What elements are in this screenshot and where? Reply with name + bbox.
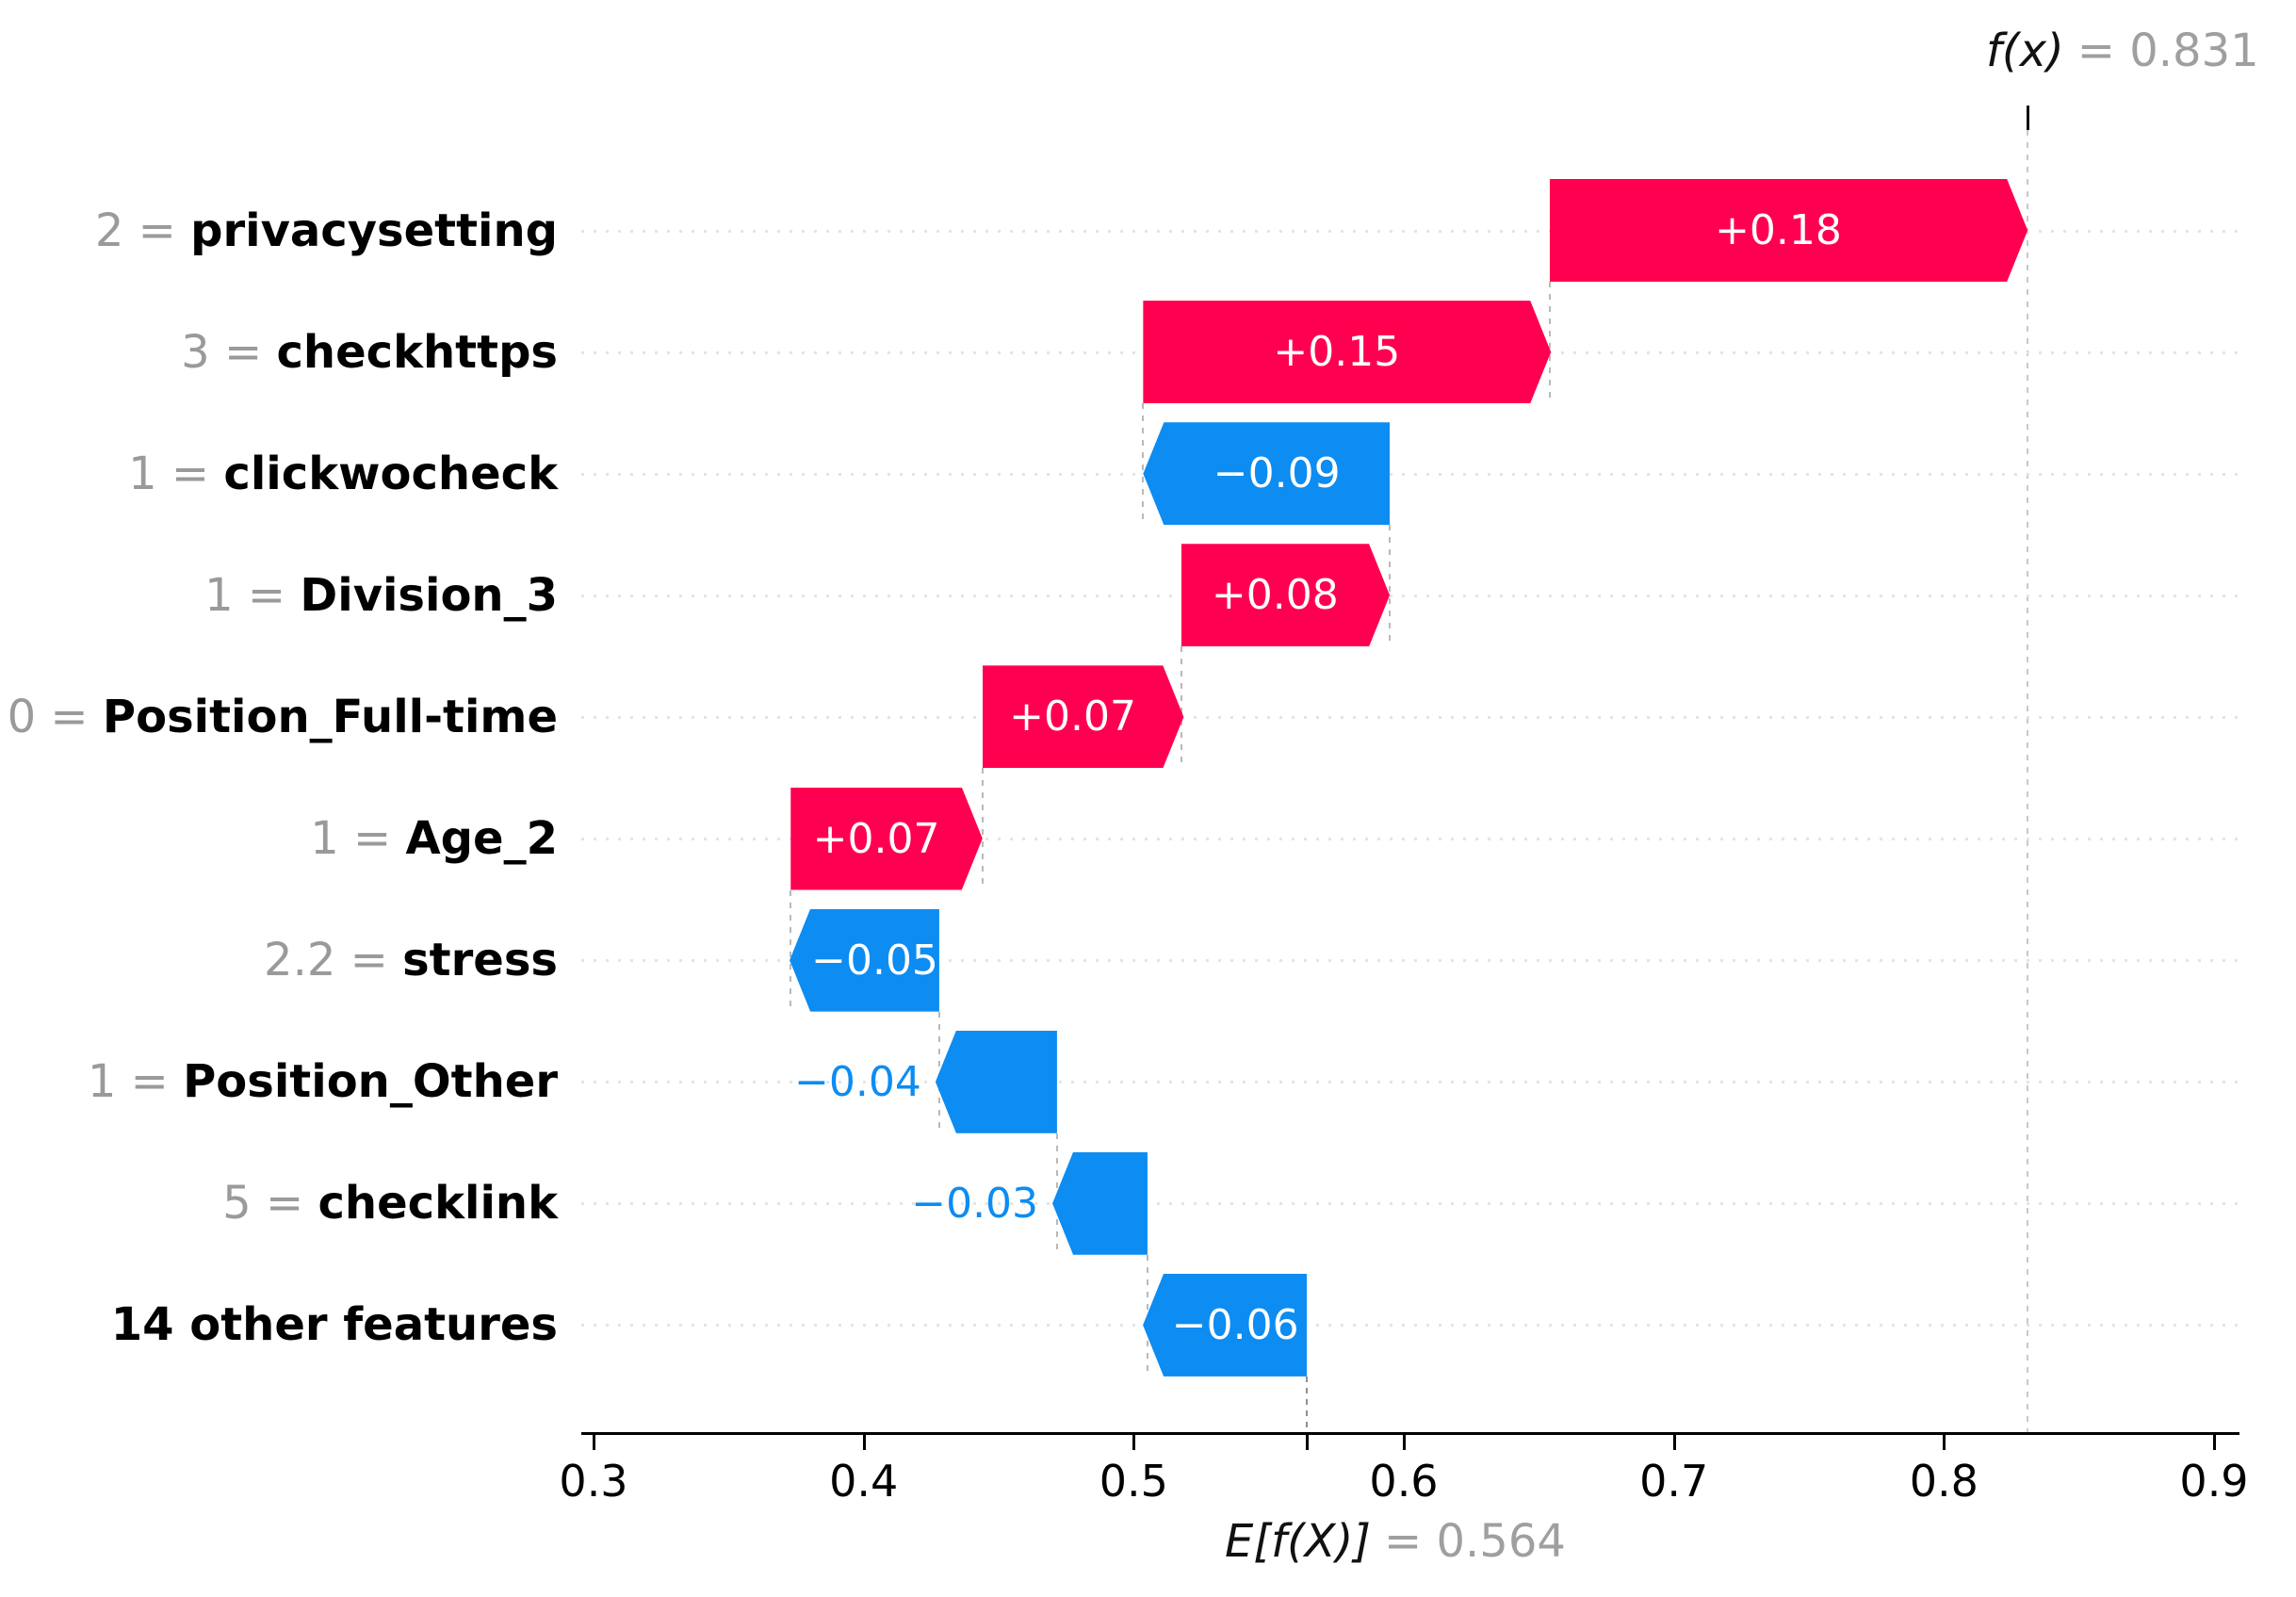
x-axis-tick-label: 0.5 bbox=[1099, 1456, 1168, 1507]
feature-value: 1 = bbox=[128, 447, 224, 500]
expected-value-number: = 0.564 bbox=[1384, 1515, 1566, 1568]
feature-name: Division_3 bbox=[300, 568, 558, 622]
feature-value: 0 = bbox=[7, 690, 103, 743]
x-axis-tick bbox=[1943, 1432, 1946, 1450]
feature-value: 2 = bbox=[94, 204, 191, 257]
feature-value: 1 = bbox=[204, 568, 301, 622]
row-guide bbox=[581, 1324, 2239, 1328]
shap-bar-positive: +0.07 bbox=[983, 665, 1184, 768]
feature-label: 5 = checklink bbox=[0, 1169, 558, 1237]
shap-bar-positive: +0.08 bbox=[1181, 544, 1391, 646]
contribution-label: −0.05 bbox=[811, 936, 938, 985]
x-axis-tick-label: 0.8 bbox=[1909, 1456, 1978, 1507]
shap-bar-negative: −0.05 bbox=[790, 908, 939, 1012]
row-guide bbox=[581, 594, 2239, 597]
feature-label: 0 = Position_Full-time bbox=[0, 683, 558, 751]
connector-line bbox=[790, 889, 792, 1012]
connector-line bbox=[1180, 646, 1182, 769]
x-axis-tick bbox=[593, 1432, 595, 1450]
fx-value: = 0.831 bbox=[2076, 24, 2259, 77]
contribution-label: +0.07 bbox=[1009, 693, 1136, 741]
feature-value: 3 = bbox=[181, 325, 277, 379]
feature-name: checkhttps bbox=[276, 325, 558, 379]
contribution-label: +0.07 bbox=[812, 814, 940, 863]
feature-label: 3 = checkhttps bbox=[0, 318, 558, 386]
x-axis-tick bbox=[2213, 1432, 2216, 1450]
feature-name: clickwocheck bbox=[223, 447, 558, 500]
expected-value-line bbox=[1305, 1376, 1308, 1432]
x-axis-tick-label: 0.7 bbox=[1639, 1456, 1709, 1507]
fx-label: f(x) bbox=[1986, 24, 2064, 77]
x-axis-tick-label: 0.6 bbox=[1369, 1456, 1439, 1507]
contribution-label: +0.18 bbox=[1715, 206, 1842, 254]
fx-annotation: f(x) = 0.831 bbox=[1986, 24, 2259, 77]
row-guide bbox=[581, 472, 2239, 476]
shap-bar-negative bbox=[1052, 1151, 1148, 1255]
feature-name: checklink bbox=[318, 1177, 558, 1230]
x-axis-tick bbox=[1132, 1432, 1136, 1450]
row-guide bbox=[581, 959, 2239, 963]
connector-line bbox=[1389, 525, 1392, 647]
contribution-label: +0.15 bbox=[1273, 328, 1401, 377]
feature-label: 14 other features bbox=[0, 1291, 558, 1359]
contribution-label: +0.08 bbox=[1211, 571, 1339, 620]
shap-bar-positive: +0.18 bbox=[1550, 179, 2027, 282]
contribution-label: −0.03 bbox=[911, 1179, 1039, 1228]
feature-label: 1 = clickwocheck bbox=[0, 440, 558, 508]
shap-bar-negative bbox=[935, 1030, 1057, 1133]
feature-value: 1 = bbox=[310, 812, 406, 865]
feature-name: stress bbox=[402, 934, 558, 987]
feature-value: 2.2 = bbox=[264, 934, 403, 987]
fx-reference-line bbox=[2027, 130, 2029, 1432]
fx-tick-mark bbox=[2027, 106, 2030, 130]
feature-value: 5 = bbox=[222, 1177, 318, 1230]
feature-label: 1 = Position_Other bbox=[0, 1048, 558, 1116]
feature-label: 2.2 = stress bbox=[0, 926, 558, 994]
contribution-label: −0.06 bbox=[1171, 1300, 1299, 1349]
row-guide bbox=[581, 838, 2239, 840]
connector-line bbox=[1142, 403, 1145, 526]
x-axis-tick-label: 0.4 bbox=[829, 1456, 899, 1507]
connector-line bbox=[937, 1011, 940, 1133]
feature-label: 2 = privacysetting bbox=[0, 197, 558, 265]
feature-name: Position_Full-time bbox=[102, 690, 558, 743]
expected-value-tick bbox=[1305, 1432, 1309, 1450]
feature-label: 1 = Age_2 bbox=[0, 805, 558, 872]
shap-bar-positive: +0.15 bbox=[1143, 301, 1551, 403]
row-guide bbox=[581, 1202, 2239, 1206]
contribution-label: −0.09 bbox=[1213, 449, 1341, 498]
expected-value-label: E[f(X)] bbox=[1225, 1515, 1372, 1568]
x-axis-tick-label: 0.9 bbox=[2179, 1456, 2249, 1507]
feature-name: Position_Other bbox=[183, 1055, 558, 1109]
x-axis-tick bbox=[1403, 1432, 1406, 1450]
shap-bar-negative: −0.09 bbox=[1143, 422, 1391, 526]
contribution-label: −0.04 bbox=[794, 1057, 921, 1106]
x-axis-tick bbox=[862, 1432, 866, 1450]
connector-line bbox=[1548, 282, 1551, 404]
feature-name: 14 other features bbox=[110, 1298, 558, 1352]
connector-line bbox=[981, 768, 984, 890]
shap-bar-negative: −0.06 bbox=[1143, 1273, 1308, 1377]
x-axis-line bbox=[581, 1432, 2239, 1435]
feature-label: 1 = Division_3 bbox=[0, 562, 558, 629]
row-guide bbox=[581, 229, 2239, 233]
feature-name: privacysetting bbox=[190, 204, 558, 257]
row-guide bbox=[581, 715, 2239, 719]
shap-bar-positive: +0.07 bbox=[790, 788, 983, 890]
x-axis-tick-label: 0.3 bbox=[559, 1456, 628, 1507]
x-axis-tick bbox=[1672, 1432, 1676, 1450]
expected-value-annotation: E[f(X)] = 0.564 bbox=[1225, 1515, 1566, 1568]
row-guide bbox=[581, 1081, 2239, 1084]
feature-value: 1 = bbox=[87, 1055, 184, 1109]
feature-name: Age_2 bbox=[405, 812, 558, 865]
